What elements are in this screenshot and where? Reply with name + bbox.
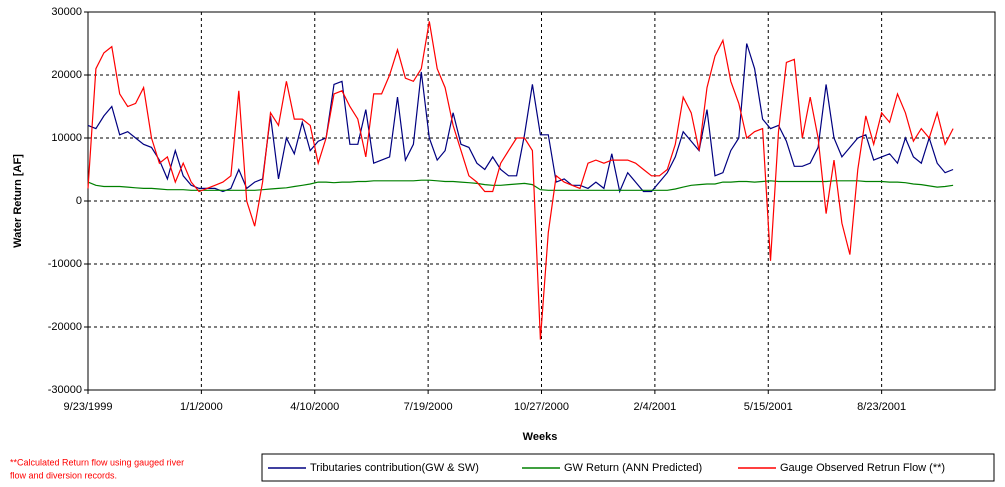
y-tick-label: -20000	[48, 321, 82, 333]
x-tick-label: 5/15/2001	[744, 401, 793, 413]
series-line	[87, 43, 954, 194]
legend	[261, 453, 995, 482]
plot-border	[87, 11, 996, 391]
footnote: **Calculated Return flow using gauged ri…	[10, 457, 184, 467]
x-axis-label: Weeks	[523, 431, 558, 443]
y-tick-label: 30000	[51, 6, 82, 18]
series-line	[87, 179, 954, 191]
footnote: flow and diversion records.	[10, 470, 117, 480]
x-tick-label: 10/27/2000	[514, 401, 569, 413]
x-tick-label: 2/4/2001	[633, 401, 676, 413]
y-axis-label: Water Return [AF]	[12, 154, 24, 248]
y-tick-label: 20000	[51, 69, 82, 81]
y-tick-label: -30000	[48, 384, 82, 396]
y-tick-label: 0	[76, 195, 82, 207]
y-tick-label: -10000	[48, 258, 82, 270]
x-tick-label: 8/23/2001	[857, 401, 906, 413]
series-line	[87, 21, 954, 340]
legend-label: Tributaries contribution(GW & SW)	[310, 462, 479, 474]
legend-label: GW Return (ANN Predicted)	[564, 462, 702, 474]
x-tick-label: 1/1/2000	[180, 401, 223, 413]
y-tick-label: 10000	[51, 132, 82, 144]
x-tick-label: 9/23/1999	[64, 401, 113, 413]
x-tick-label: 4/10/2000	[290, 401, 339, 413]
legend-label: Gauge Observed Retrun Flow (**)	[780, 462, 945, 474]
x-tick-label: 7/19/2000	[404, 401, 453, 413]
